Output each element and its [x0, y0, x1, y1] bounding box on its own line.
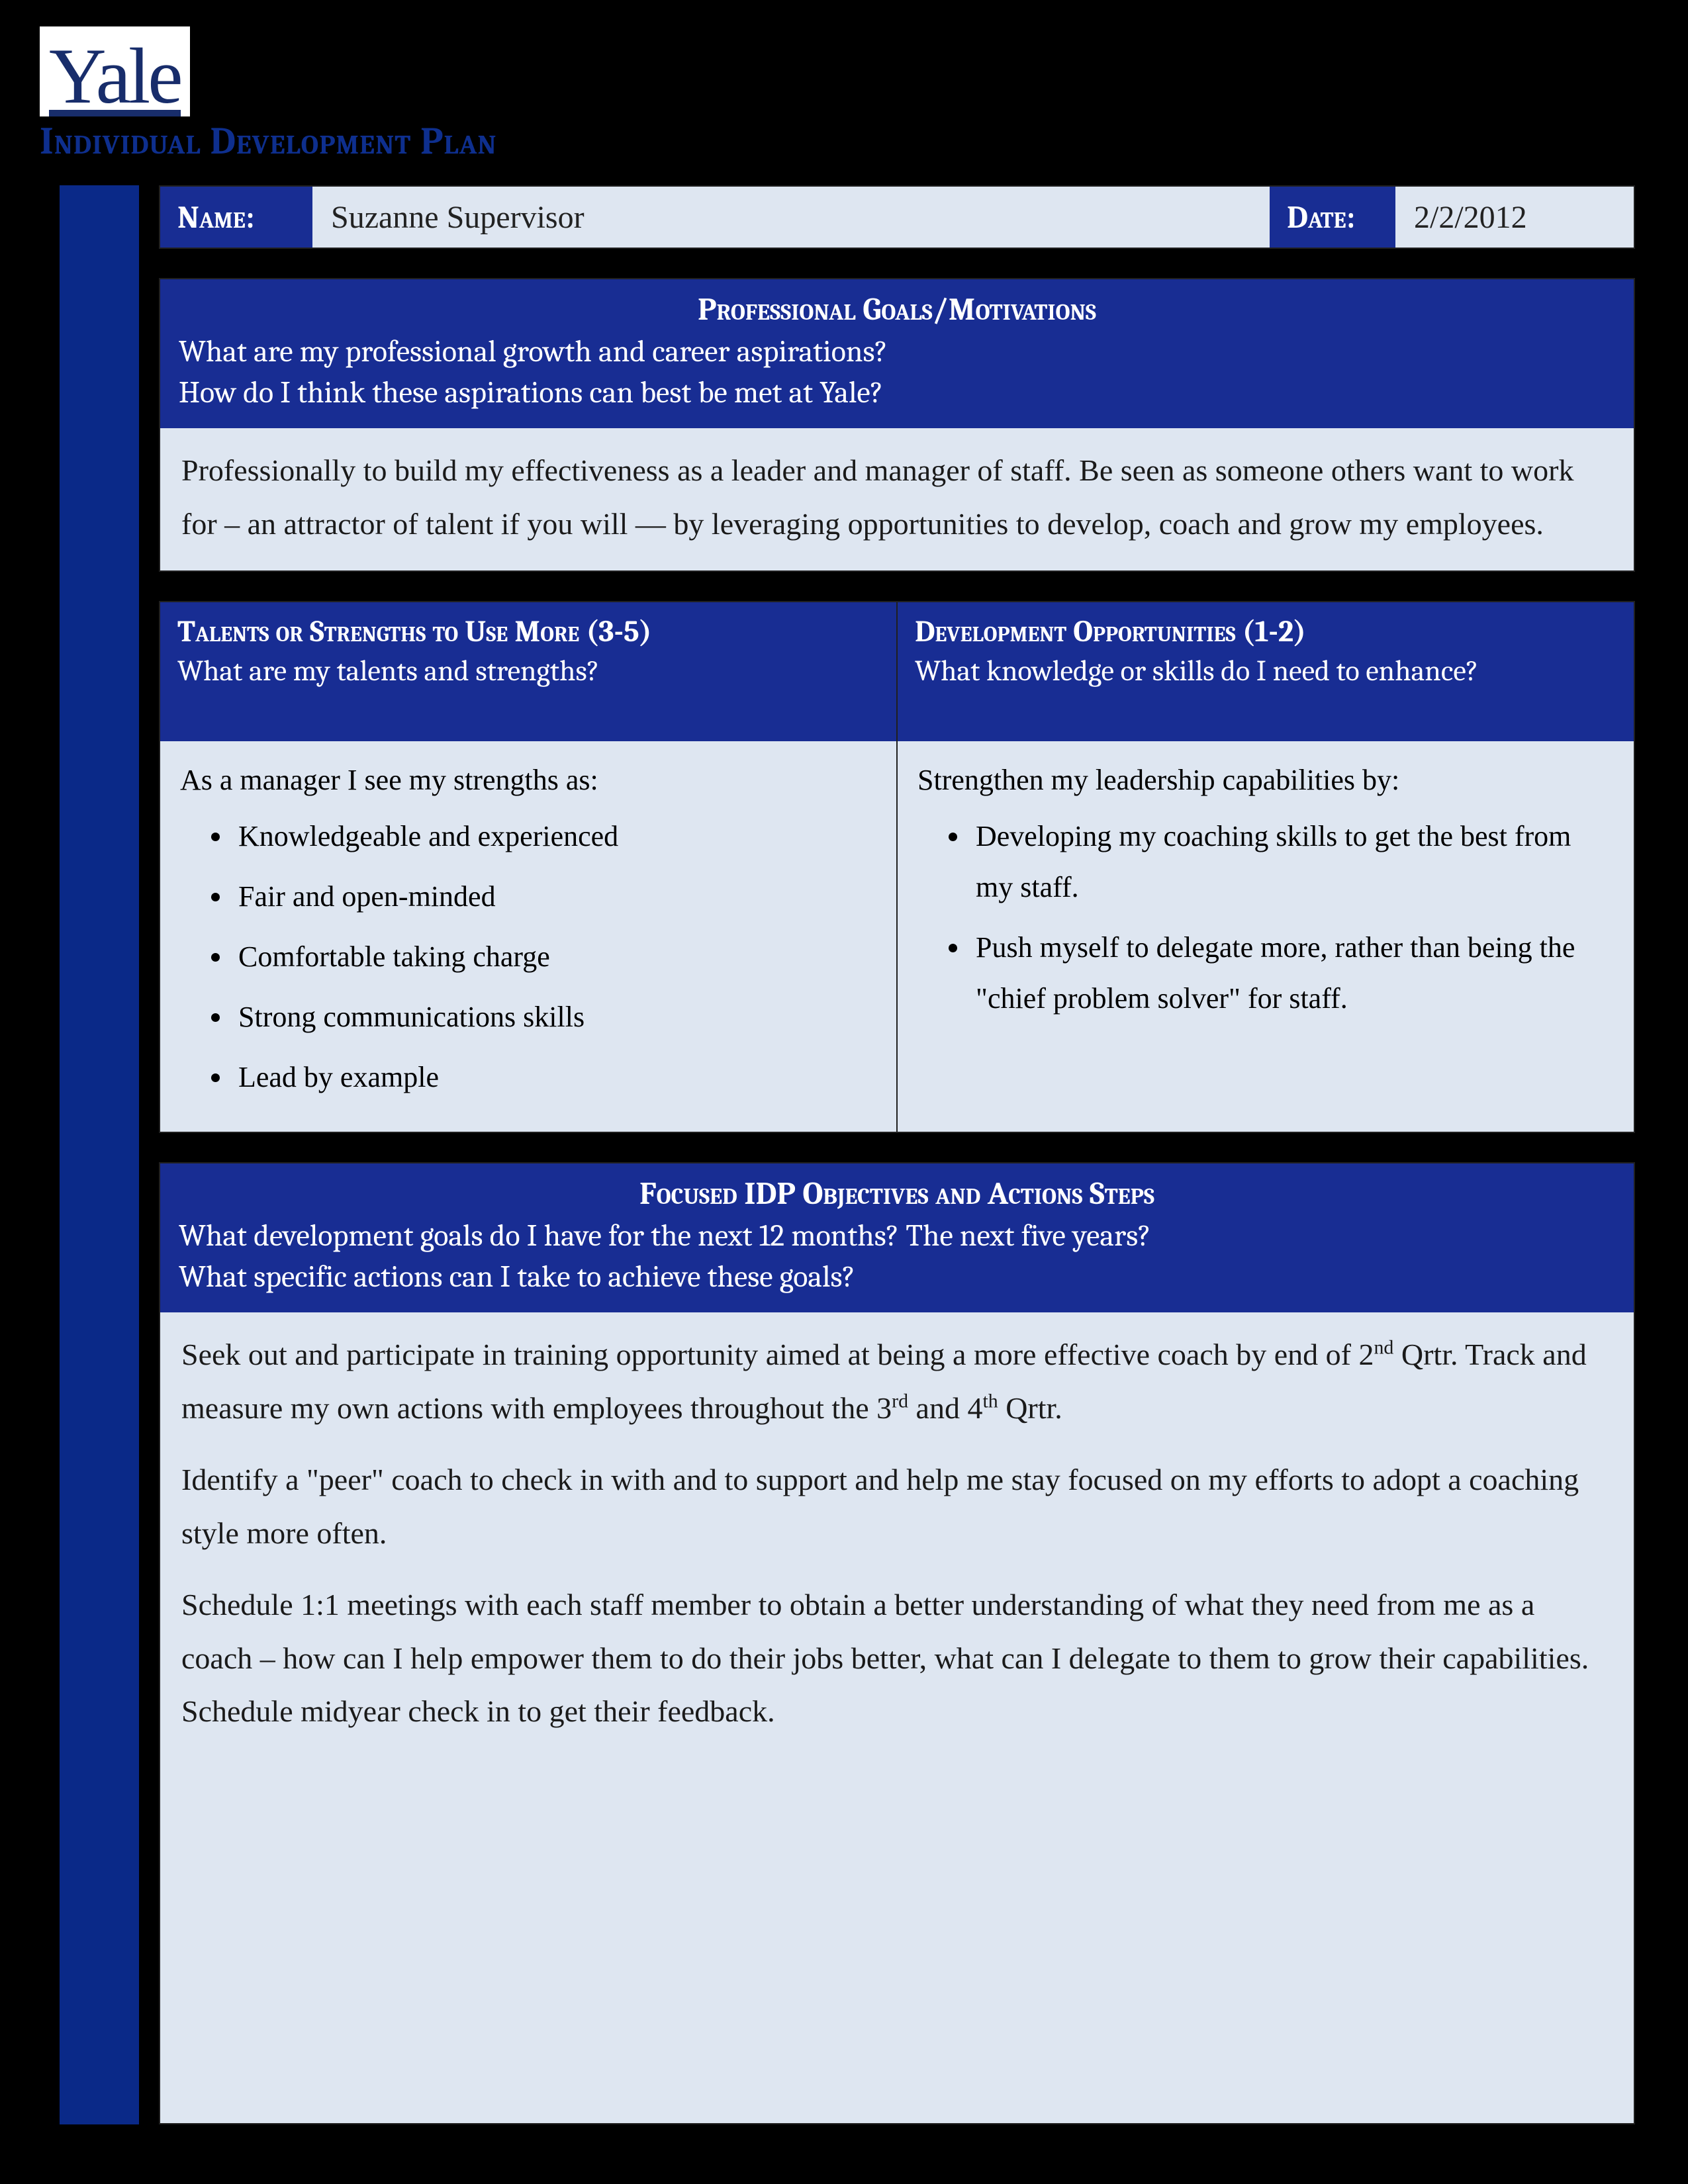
strengths-list: Knowledgeable and experienced Fair and o… [180, 811, 876, 1103]
document-title: Individual Development Plan [40, 119, 1648, 163]
left-accent-bar [60, 185, 139, 2124]
strengths-intro: As a manager I see my strengths as: [180, 754, 876, 805]
goals-sub1: What are my professional growth and care… [179, 332, 1615, 373]
section-idp: Focused IDP Objectives and Actions Steps… [159, 1162, 1635, 2124]
goals-header: Professional Goals/Motivations What are … [160, 279, 1634, 428]
idp-p2: Identify a "peer" coach to check in with… [181, 1453, 1613, 1560]
dev-title: Development Opportunities (1-2) [915, 614, 1617, 649]
list-item: Fair and open-minded [233, 871, 876, 922]
idp-title: Focused IDP Objectives and Actions Steps [179, 1175, 1615, 1212]
col-strengths: Talents or Strengths to Use More (3-5) W… [160, 602, 896, 1132]
date-label: Date: [1270, 187, 1395, 248]
dev-header: Development Opportunities (1-2) What kno… [898, 602, 1634, 741]
yale-logo: Yale [40, 26, 190, 116]
goals-sub2: How do I think these aspirations can bes… [179, 373, 1615, 414]
idp-header: Focused IDP Objectives and Actions Steps… [160, 1163, 1634, 1312]
list-item: Push myself to delegate more, rather tha… [970, 922, 1614, 1024]
col-dev: Development Opportunities (1-2) What kno… [896, 602, 1634, 1132]
goals-title: Professional Goals/Motivations [179, 291, 1615, 328]
dev-body[interactable]: Strengthen my leadership capabilities by… [898, 741, 1634, 1132]
dev-list: Developing my coaching skills to get the… [917, 811, 1614, 1024]
section-goals: Professional Goals/Motivations What are … [159, 278, 1635, 572]
dev-intro: Strengthen my leadership capabilities by… [917, 754, 1614, 805]
list-item: Strong communications skills [233, 991, 876, 1042]
name-date-row: Name: Suzanne Supervisor Date: 2/2/2012 [159, 185, 1635, 249]
idp-body[interactable]: Seek out and participate in training opp… [160, 1312, 1634, 2123]
strengths-body[interactable]: As a manager I see my strengths as: Know… [160, 741, 896, 1132]
date-value[interactable]: 2/2/2012 [1395, 187, 1634, 248]
idp-p3: Schedule 1:1 meetings with each staff me… [181, 1578, 1613, 1739]
idp-sub1: What development goals do I have for the… [179, 1216, 1615, 1257]
list-item: Comfortable taking charge [233, 931, 876, 982]
list-item: Knowledgeable and experienced [233, 811, 876, 862]
idp-p1: Seek out and participate in training opp… [181, 1328, 1613, 1435]
strengths-sub: What are my talents and strengths? [177, 652, 879, 690]
list-item: Developing my coaching skills to get the… [970, 811, 1614, 913]
dev-sub: What knowledge or skills do I need to en… [915, 652, 1617, 690]
list-item: Lead by example [233, 1052, 876, 1103]
name-value[interactable]: Suzanne Supervisor [312, 187, 1270, 248]
goals-body[interactable]: Professionally to build my effectiveness… [160, 428, 1634, 570]
logo-text: Yale [49, 30, 181, 122]
strengths-header: Talents or Strengths to Use More (3-5) W… [160, 602, 896, 741]
strengths-title: Talents or Strengths to Use More (3-5) [177, 614, 879, 649]
idp-sub2: What specific actions can I take to achi… [179, 1257, 1615, 1298]
content-column: Name: Suzanne Supervisor Date: 2/2/2012 … [159, 185, 1635, 2124]
section-strengths-dev: Talents or Strengths to Use More (3-5) W… [159, 601, 1635, 1133]
name-label: Name: [160, 187, 312, 248]
page: Yale Individual Development Plan Name: S… [0, 0, 1688, 2184]
